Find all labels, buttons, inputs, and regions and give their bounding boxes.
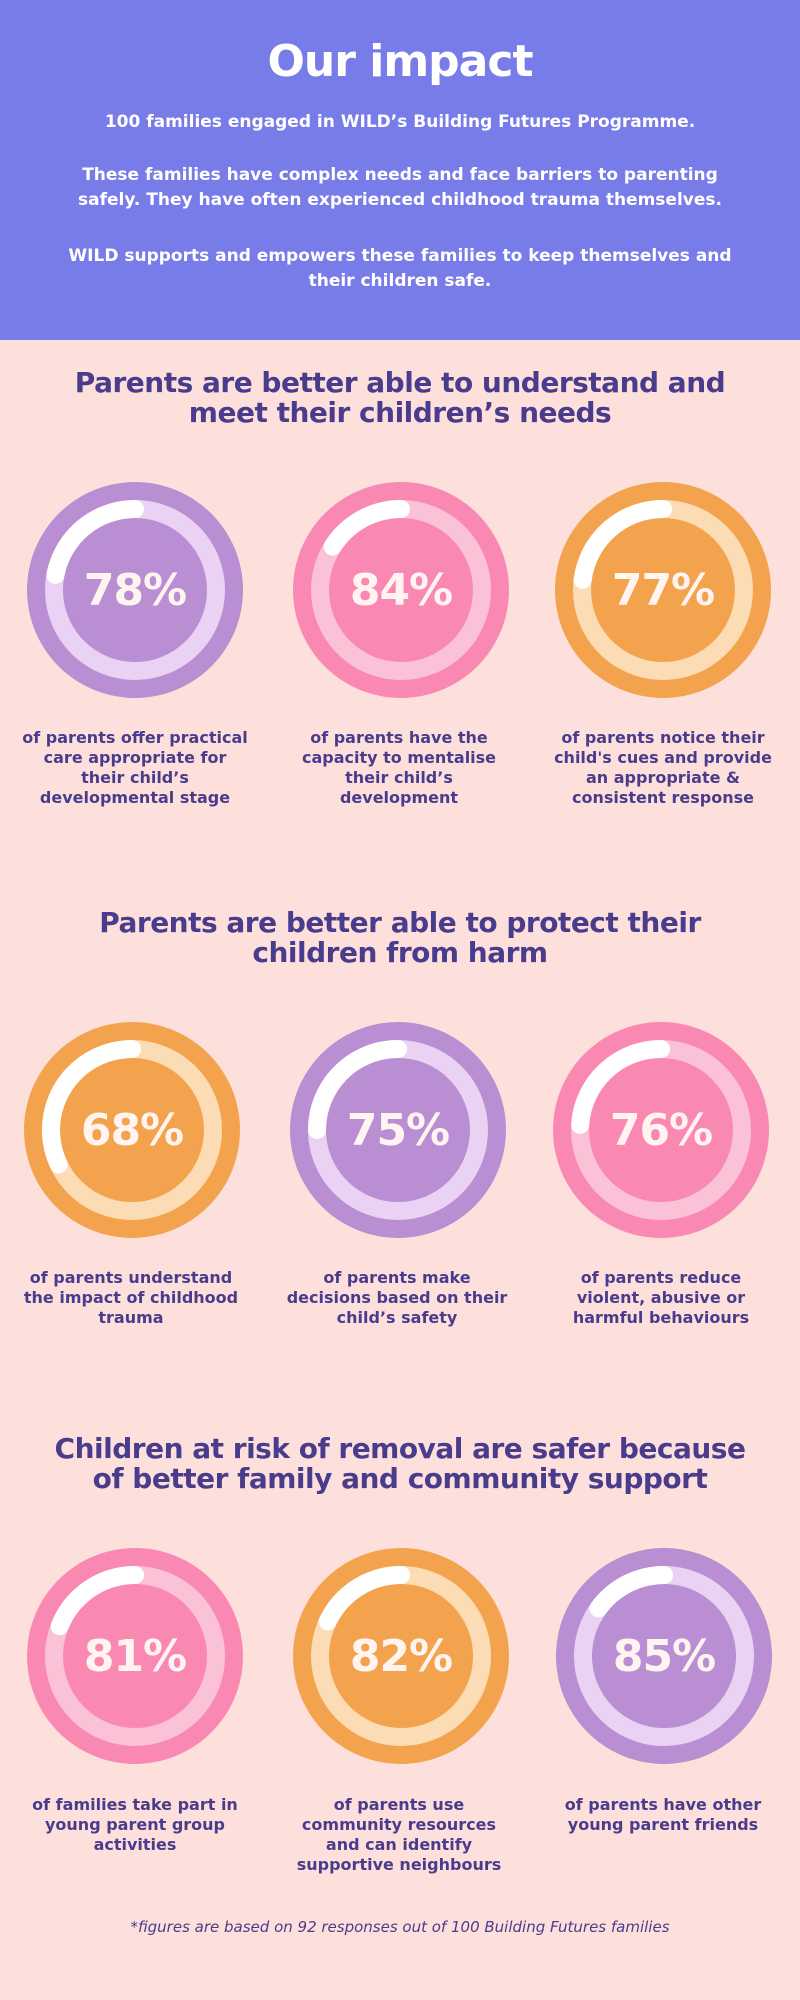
stat-ring: 85% xyxy=(556,1548,772,1764)
section-title-removal: Children at risk of removal are safer be… xyxy=(54,1432,746,1495)
ring-remainder-arc xyxy=(311,1566,491,1746)
stat-caption: of parents make decisions based on their… xyxy=(286,1268,508,1327)
ring-inner xyxy=(590,1059,732,1201)
ring-remainder-arc xyxy=(572,499,753,680)
section-title-needs: Parents are better able to understand an… xyxy=(74,366,726,429)
stat-ring: 82% xyxy=(293,1548,509,1764)
stat-percentage: 85% xyxy=(612,1630,716,1682)
ring-remainder-arc xyxy=(571,1040,751,1220)
stat-ring: 81% xyxy=(27,1548,243,1764)
stat-caption: of parents have other young parent frien… xyxy=(564,1795,762,1834)
page-title: Our impact xyxy=(267,36,534,87)
stat-caption: of parents have the capacity to mentalis… xyxy=(301,728,497,807)
stat-ring: 77% xyxy=(555,482,771,698)
section-title-protect: Parents are better able to protect their… xyxy=(99,906,701,969)
stat-caption: of families take part in young parent gr… xyxy=(32,1795,238,1854)
stat-ring: 84% xyxy=(293,482,509,698)
stat-percentage: 77% xyxy=(611,564,715,616)
ring-remainder-arc xyxy=(42,1040,222,1220)
ring-inner xyxy=(64,519,206,661)
footnote: *figures are based on 92 responses out o… xyxy=(130,1918,670,1936)
ring-inner xyxy=(330,1585,472,1727)
ring-inner xyxy=(327,1059,469,1201)
ring-remainder-arc xyxy=(574,1566,754,1746)
stat-ring: 76% xyxy=(553,1022,769,1238)
stat-caption: of parents offer practical care appropri… xyxy=(22,728,248,807)
ring-inner xyxy=(64,1585,206,1727)
ring-inner xyxy=(593,1585,735,1727)
stat-caption: of parents use community resources and c… xyxy=(296,1795,502,1874)
stat-percentage: 82% xyxy=(349,1630,453,1682)
ring-remainder-arc xyxy=(45,500,225,680)
ring-inner xyxy=(592,519,734,661)
stat-percentage: 76% xyxy=(609,1104,713,1156)
ring-remainder-arc xyxy=(311,500,492,680)
stat-percentage: 81% xyxy=(83,1630,187,1682)
stat-caption: of parents reduce violent, abusive or ha… xyxy=(572,1268,750,1327)
stat-percentage: 68% xyxy=(80,1104,184,1156)
ring-inner xyxy=(61,1059,203,1201)
header-banner: Our impact 100 families engaged in WILD’… xyxy=(0,0,800,340)
stat-ring: 78% xyxy=(27,482,243,698)
ring-remainder-arc xyxy=(45,1566,225,1746)
intro-paragraph-2: These families have complex needs and fa… xyxy=(78,165,722,210)
ring-remainder-arc xyxy=(308,1040,488,1220)
stat-ring: 75% xyxy=(290,1022,506,1238)
stat-caption: of parents notice their child's cues and… xyxy=(554,728,772,807)
stat-caption: of parents understand the impact of chil… xyxy=(23,1268,239,1327)
intro-paragraph-3: WILD supports and empowers these familie… xyxy=(68,246,732,291)
stat-percentage: 84% xyxy=(349,564,453,616)
stat-percentage: 75% xyxy=(346,1104,450,1156)
intro-paragraph-1: 100 families engaged in WILD’s Building … xyxy=(104,112,696,132)
stat-percentage: 78% xyxy=(83,564,187,616)
ring-inner xyxy=(330,519,472,661)
stat-ring: 68% xyxy=(24,1022,240,1238)
